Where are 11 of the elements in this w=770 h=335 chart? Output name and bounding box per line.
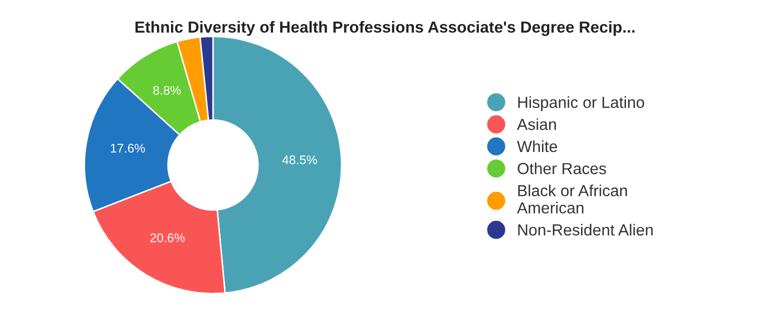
legend-label: White [517, 140, 558, 152]
data-label: 20.6% [150, 233, 185, 242]
legend-label: Other Races [518, 162, 606, 174]
legend-label: Asian [516, 118, 556, 130]
data-label: 8.8% [153, 86, 181, 95]
legend-label: Hispanic or Latino [518, 96, 644, 112]
legend-label: Black or African American [516, 184, 627, 214]
data-label: 48.5% [282, 155, 317, 164]
chart-title: Ethnic Diversity of Health Professions Associate's Degree Recip... [136, 20, 635, 36]
data-label: 17.6% [110, 144, 145, 153]
legend-label: Non-Resident Alien [518, 224, 653, 236]
